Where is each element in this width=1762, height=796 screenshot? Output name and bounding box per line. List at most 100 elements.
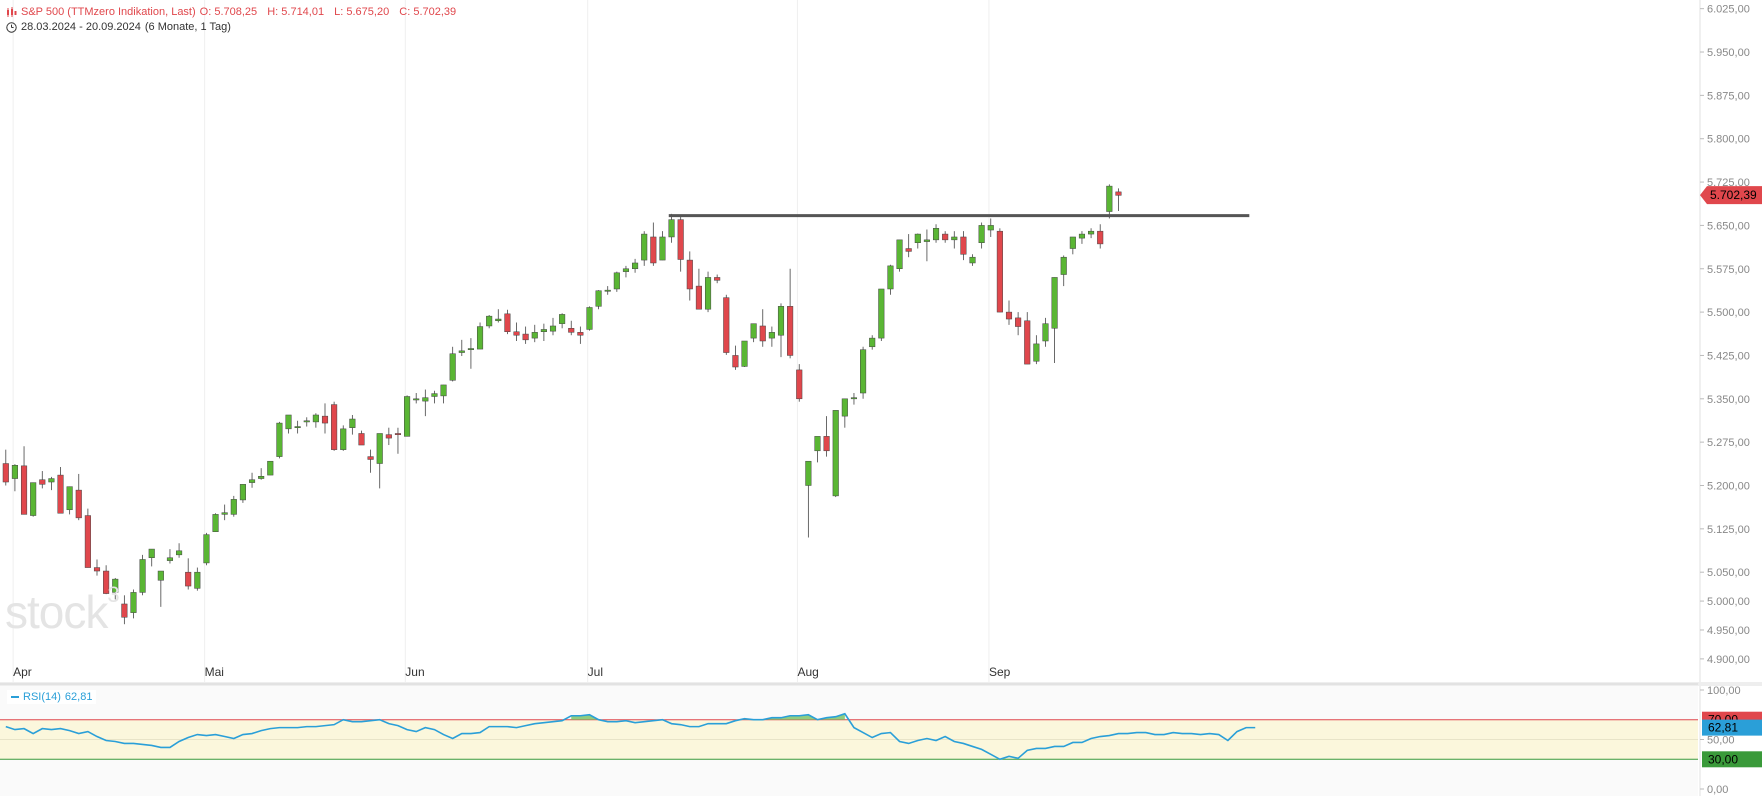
rsi-value-badge <box>1702 719 1762 736</box>
candle-up <box>30 482 37 516</box>
candle-up <box>878 288 885 339</box>
candle-down <box>1024 320 1031 365</box>
candle-up <box>777 306 785 336</box>
x-axis-label: Mai <box>205 665 224 679</box>
candle-down <box>796 369 803 400</box>
candle-down <box>57 474 64 514</box>
price-axis-label: 5.000,00 <box>1707 596 1750 608</box>
candle-down <box>513 331 520 336</box>
rsi-axis-label: 0,00 <box>1707 784 1728 796</box>
candle-up <box>604 289 611 292</box>
candle-up <box>595 290 602 307</box>
candle-up <box>349 418 356 428</box>
candle-down <box>93 567 101 572</box>
candle-up <box>531 332 538 339</box>
rsi-legend-label: RSI(14) <box>23 691 61 703</box>
candle-up <box>148 548 155 558</box>
candle-up <box>549 325 557 332</box>
candle-up <box>832 410 839 497</box>
candle-up <box>176 550 183 556</box>
candle-up <box>841 398 848 417</box>
price-axis-label: 5.350,00 <box>1707 394 1750 406</box>
candle-down <box>103 570 110 594</box>
rsi-legend-value: 62,81 <box>64 691 93 703</box>
candle-down <box>695 285 702 310</box>
candle-up <box>540 329 547 333</box>
high-value: H: 5.714,01 <box>267 6 325 18</box>
rsi-axis-label: 100,00 <box>1707 685 1741 697</box>
candle-up <box>303 420 310 423</box>
candle-up <box>312 414 319 423</box>
candle-down <box>759 325 766 342</box>
candle-up <box>166 557 174 561</box>
rsi-oversold-badge-label: 30,00 <box>1708 752 1738 766</box>
candle-down <box>577 332 584 336</box>
candle-up <box>458 350 465 353</box>
rsi-line <box>5 712 1256 761</box>
candle-down <box>185 571 192 587</box>
candle-down <box>385 434 392 439</box>
candle-up <box>887 265 894 290</box>
candle-up <box>896 239 903 270</box>
candle-down <box>686 259 693 290</box>
candle-up <box>495 318 502 322</box>
candle-up <box>987 225 994 231</box>
candle-down <box>823 436 830 452</box>
candle-up <box>294 426 301 428</box>
candle-up <box>431 393 438 397</box>
candle-up <box>741 340 748 367</box>
candle-down <box>732 355 739 368</box>
x-axis-label: Jun <box>405 665 424 679</box>
ohlc-values: O: 5.708,25 H: 5.714,01 L: 5.675,20 C: 5… <box>200 5 464 19</box>
candle-down <box>568 328 575 333</box>
candle-up <box>66 486 73 511</box>
candle-down <box>996 230 1003 313</box>
close-value: C: 5.702,39 <box>399 6 457 18</box>
candle-up <box>978 225 985 243</box>
candle-up <box>248 479 256 483</box>
price-axis-label: 5.200,00 <box>1707 480 1750 492</box>
rsi-legend-dash <box>11 696 19 698</box>
candle-up <box>1051 277 1058 329</box>
candle-up <box>586 307 593 330</box>
candle-up <box>276 422 283 457</box>
candle-up <box>659 236 666 261</box>
candle-up <box>704 277 712 310</box>
candle-up <box>1042 323 1049 342</box>
last-price-label: 5.702,39 <box>1710 188 1757 202</box>
candle-up <box>1078 233 1086 239</box>
price-axis-label: 5.725,00 <box>1707 177 1750 189</box>
candle-up <box>1060 256 1067 275</box>
candle-up <box>340 428 347 450</box>
last-price-badge <box>1700 186 1762 205</box>
candle-down <box>942 233 949 241</box>
candle-down <box>39 479 46 485</box>
candle-up <box>1106 185 1113 212</box>
x-axis-label: Aug <box>797 665 818 679</box>
candle-up <box>951 236 958 241</box>
candle-up <box>212 514 219 532</box>
stock3-watermark: stock3 <box>5 581 120 638</box>
clock-icon <box>6 21 17 33</box>
price-axis-label: 5.275,00 <box>1707 437 1750 449</box>
candle-up <box>1033 343 1040 362</box>
price-axis-label: 4.950,00 <box>1707 625 1750 637</box>
candle-up <box>139 559 146 593</box>
candle-down <box>1005 311 1013 320</box>
candle-up <box>130 592 137 613</box>
candle-up <box>914 233 921 243</box>
candle-up <box>11 465 18 479</box>
x-axis-label: Jul <box>588 665 603 679</box>
candle-up <box>668 219 675 238</box>
price-axis-label: 5.125,00 <box>1707 524 1750 536</box>
rsi-legend[interactable]: RSI(14) 62,81 <box>7 690 97 704</box>
candle-down <box>650 236 657 264</box>
price-axis-label: 4.900,00 <box>1707 654 1750 666</box>
candle-down <box>905 248 912 252</box>
candle-down <box>677 219 684 260</box>
candle-up <box>48 478 55 483</box>
instrument-title: S&P 500 (TTMzero Indikation, Last) <box>21 6 196 18</box>
candle-up <box>923 239 930 242</box>
candle-up <box>805 460 812 486</box>
